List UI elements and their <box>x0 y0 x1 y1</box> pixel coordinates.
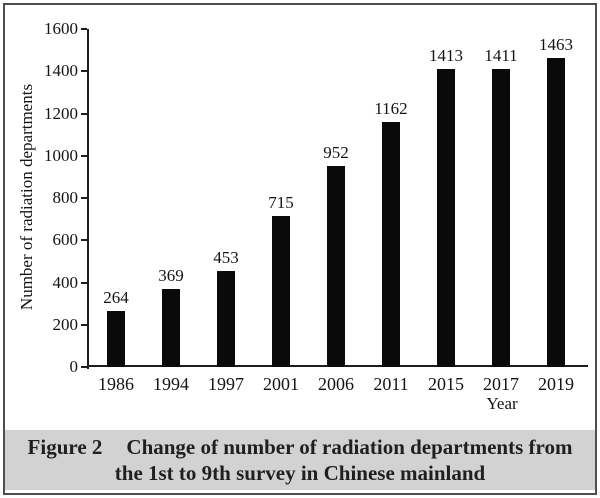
y-tick <box>81 154 87 157</box>
bar-value-label: 1413 <box>429 45 463 65</box>
y-tick-label: 600 <box>52 230 79 250</box>
x-tick-label: 2006 <box>318 374 354 394</box>
y-tick-label: 1400 <box>44 61 78 81</box>
x-tick-label: 2019 <box>538 374 574 394</box>
bar-value-label: 952 <box>323 142 349 162</box>
x-tick-label: 1994 <box>153 374 189 394</box>
y-tick <box>81 323 87 326</box>
y-tick <box>81 366 87 368</box>
bar-value-label: 264 <box>103 288 129 308</box>
bar-value-label: 715 <box>268 192 294 212</box>
bar <box>162 289 180 367</box>
figure-caption: Figure 2 Change of number of radiation de… <box>5 430 595 490</box>
bar-value-label: 1162 <box>374 98 408 118</box>
bar <box>382 121 400 367</box>
bar <box>217 271 235 367</box>
bar <box>437 68 455 367</box>
caption-text-line2: the 1st to 9th survey in Chinese mainlan… <box>114 461 486 485</box>
y-tick <box>81 239 87 242</box>
x-tick-label: 2015 <box>428 374 464 394</box>
bar <box>107 311 125 367</box>
bar-value-label: 453 <box>213 248 239 268</box>
x-tick-label: 1997 <box>208 374 244 394</box>
bar-value-label: 1463 <box>539 34 573 54</box>
x-tick-label: 2017 <box>483 374 519 394</box>
bar <box>492 68 510 367</box>
y-tick-label: 1600 <box>44 19 78 38</box>
figure-label: Figure 2 <box>27 435 103 459</box>
x-tick-label: 2011 <box>373 374 409 394</box>
y-tick-label: 1000 <box>44 145 78 165</box>
bar <box>272 215 290 367</box>
figure-border: Figure 2 Change of number of radiation de… <box>3 3 597 495</box>
y-tick-label: 200 <box>52 314 79 334</box>
x-tick-label: 2001 <box>263 374 299 394</box>
y-tick <box>81 112 87 115</box>
y-tick-label: 1200 <box>44 103 78 123</box>
y-tick <box>81 28 87 30</box>
bar-value-label: 1411 <box>484 45 518 65</box>
bar <box>327 165 345 367</box>
y-axis-line <box>87 29 89 369</box>
x-tick-label: 1986 <box>98 374 134 394</box>
caption-line-1: Figure 2 Change of number of radiation de… <box>28 434 573 460</box>
bar-value-label: 369 <box>158 266 184 286</box>
y-tick <box>81 281 87 284</box>
x-axis-title: Year <box>486 394 518 413</box>
bar <box>547 57 565 367</box>
caption-text-line1: Change of number of radiation department… <box>126 435 573 459</box>
y-tick <box>81 70 87 73</box>
y-tick-label: 400 <box>52 272 79 292</box>
y-tick-label: 0 <box>69 357 79 376</box>
y-tick <box>81 197 87 199</box>
y-tick-label: 800 <box>52 188 79 207</box>
